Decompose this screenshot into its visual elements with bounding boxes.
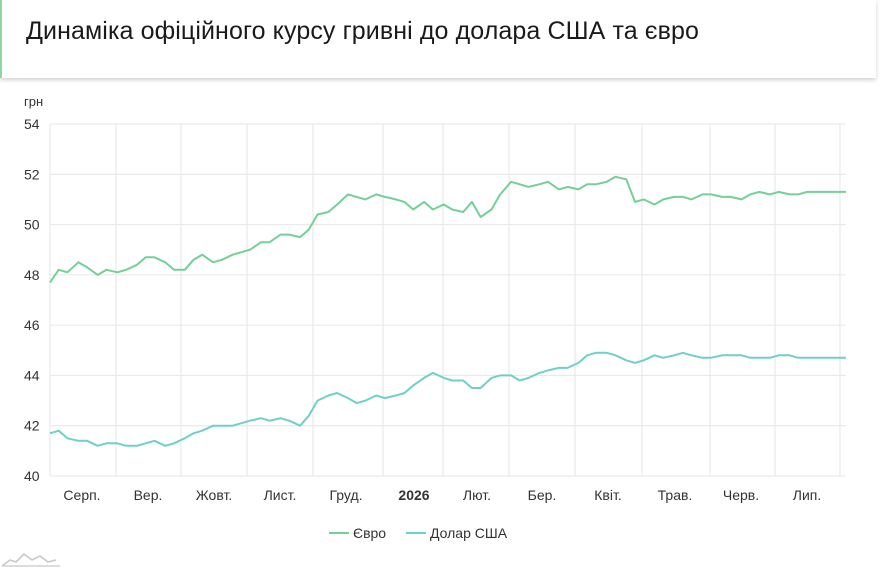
- x-tick-label: Лип.: [793, 487, 821, 503]
- legend-label: Євро: [353, 525, 386, 541]
- y-tick-label: 46: [24, 317, 40, 333]
- y-tick-label: 42: [24, 418, 40, 434]
- x-tick-label: Бер.: [528, 487, 557, 503]
- y-tick-label: 44: [24, 367, 40, 383]
- y-tick-label: 54: [24, 116, 40, 132]
- x-tick-label: Груд.: [329, 487, 362, 503]
- grid: [49, 123, 846, 477]
- x-tick-label: 2026: [398, 487, 429, 503]
- y-tick-label: 52: [24, 166, 40, 182]
- x-tick-label: Вер.: [134, 487, 163, 503]
- chart-header: Динаміка офіційного курсу гривні до дола…: [0, 0, 876, 78]
- x-tick-label: Квіт.: [594, 487, 621, 503]
- legend-label: Долар США: [430, 525, 508, 541]
- series-line-euro: [49, 175, 846, 283]
- series-line-usd: [49, 351, 846, 447]
- x-tick-label: Лют.: [463, 487, 491, 503]
- y-tick-label: 48: [24, 267, 40, 283]
- y-axis-unit-label: грн: [24, 94, 43, 109]
- chart-title: Динаміка офіційного курсу гривні до дола…: [26, 17, 700, 45]
- x-tick-label: Жовт.: [196, 487, 232, 503]
- series-lines: [49, 175, 846, 447]
- x-tick-label: Черв.: [723, 487, 759, 503]
- x-tick-label: Трав.: [658, 487, 693, 503]
- y-tick-label: 40: [24, 468, 40, 484]
- y-axis-ticks: 40 42 44 46 48 50 52 54: [24, 116, 40, 484]
- legend: Євро Долар США: [329, 525, 508, 541]
- x-axis-ticks: Серп. Вер. Жовт. Лист. Груд. 2026 Лют. Бер. Квіт…: [63, 487, 821, 503]
- x-tick-label: Серп.: [63, 487, 100, 503]
- logo-icon: [1, 552, 60, 567]
- y-tick-label: 50: [24, 217, 40, 233]
- x-tick-label: Лист.: [264, 487, 297, 503]
